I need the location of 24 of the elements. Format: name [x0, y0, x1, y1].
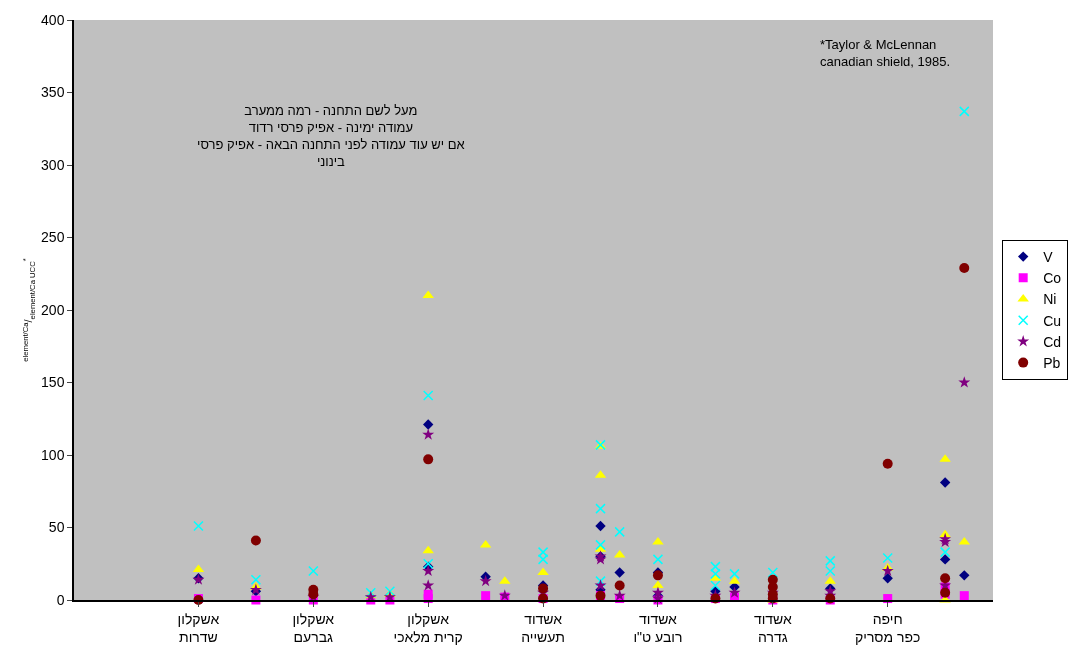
x-tick-label: חיפה כפר מסריק — [854, 610, 921, 645]
annotation: מעל לשם התחנה - רמה ממערב עמודה ימינה - אפיק פרסי רדוד אם יש עוד עמודה לפני התחנה הבאה - אפיק פרסי בינוני — [197, 103, 465, 169]
y-tick-label: 300 — [41, 156, 65, 173]
annotation: *Taylor & McLennan canadian shield, 1985. — [820, 37, 951, 69]
y-tick-label: 250 — [41, 229, 65, 246]
x-tick-label: אשקלון קרית מלאכי — [393, 610, 463, 645]
x-tick-label: אשקלון גברעם — [292, 610, 335, 645]
x-tick-label: אשקלון שדרות — [177, 610, 220, 645]
legend-label: V — [1043, 249, 1054, 266]
y-tick-label: 0 — [56, 591, 65, 608]
y-tick-label: 350 — [41, 84, 65, 101]
y-tick-label: 150 — [41, 374, 65, 391]
legend-label: Ni — [1043, 291, 1057, 308]
y-tick-label: 400 — [41, 11, 65, 28]
x-tick-label: אשדוד תעשייה — [521, 610, 565, 645]
y-tick-label: 50 — [48, 519, 65, 536]
x-tick-label: אשדוד גדרה — [753, 610, 792, 645]
legend-label: Co — [1043, 270, 1062, 287]
y-tick-label: 200 — [41, 301, 65, 318]
legend-label: Cu — [1043, 312, 1062, 329]
legend-label: Cd — [1043, 333, 1062, 350]
y-tick-label: 100 — [41, 446, 65, 463]
x-tick-label: אשדוד רובע ט"ו — [633, 610, 683, 645]
legend-label: Pb — [1043, 355, 1061, 372]
